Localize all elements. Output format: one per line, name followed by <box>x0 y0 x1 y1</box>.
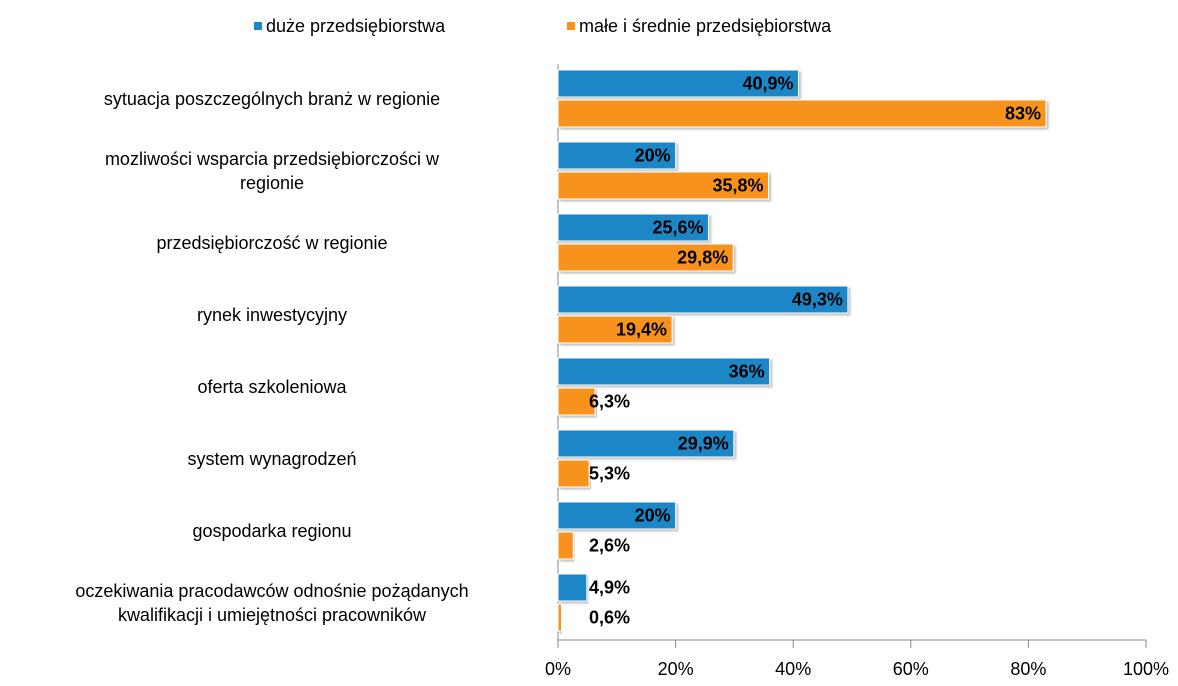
legend-label: małe i średnie przedsiębiorstwa <box>579 16 832 36</box>
y-tick-label: oferta szkoleniowa <box>197 377 347 397</box>
y-tick-label: przedsiębiorczość w regionie <box>156 233 387 253</box>
y-tick-label: rynek inwestycyjny <box>197 305 347 325</box>
bar <box>557 531 574 560</box>
value-label: 36% <box>729 361 765 381</box>
bar <box>557 603 563 632</box>
bar <box>557 459 590 488</box>
value-label: 29,9% <box>678 433 729 453</box>
bar <box>557 573 588 602</box>
bar <box>557 285 849 314</box>
bar <box>557 141 677 170</box>
value-label: 0,6% <box>589 607 630 627</box>
y-tick-label: gospodarka regionu <box>192 521 351 541</box>
value-label: 49,3% <box>792 289 843 309</box>
value-label: 35,8% <box>712 175 763 195</box>
y-tick-label: system wynagrodzeń <box>187 449 356 469</box>
y-tick-label: regionie <box>240 173 304 193</box>
value-label: 5,3% <box>589 463 630 483</box>
x-tick-label: 0% <box>545 659 571 679</box>
value-label: 20% <box>635 505 671 525</box>
value-label: 4,9% <box>589 577 630 597</box>
bar <box>557 171 770 200</box>
value-label: 29,8% <box>677 247 728 267</box>
value-label: 83% <box>1005 103 1041 123</box>
bar <box>557 213 710 242</box>
bar <box>557 501 677 530</box>
bar <box>557 315 673 344</box>
y-tick-label: oczekiwania pracodawców odnośnie pożądan… <box>75 581 468 601</box>
value-label: 20% <box>635 145 671 165</box>
bar <box>557 387 596 416</box>
value-label: 40,9% <box>742 73 793 93</box>
y-tick-label: sytuacja poszczególnych branż w regionie <box>104 89 440 109</box>
value-label: 19,4% <box>616 319 667 339</box>
y-tick-label: mozliwości wsparcia przedsiębiorczości w <box>105 149 440 169</box>
value-label: 2,6% <box>589 535 630 555</box>
x-tick-label: 20% <box>658 659 694 679</box>
bar <box>557 243 734 272</box>
legend-swatch <box>254 22 262 30</box>
bar <box>557 357 771 386</box>
bar <box>557 99 1047 128</box>
x-tick-label: 100% <box>1123 659 1169 679</box>
value-label: 6,3% <box>589 391 630 411</box>
value-label: 25,6% <box>652 217 703 237</box>
legend-swatch <box>567 22 575 30</box>
x-tick-label: 40% <box>775 659 811 679</box>
bar <box>557 429 735 458</box>
x-tick-label: 60% <box>893 659 929 679</box>
y-tick-label: kwalifikacji i umiejętności pracowników <box>118 605 427 625</box>
bar <box>557 69 799 98</box>
legend-label: duże przedsiębiorstwa <box>266 16 446 36</box>
x-tick-label: 80% <box>1010 659 1046 679</box>
